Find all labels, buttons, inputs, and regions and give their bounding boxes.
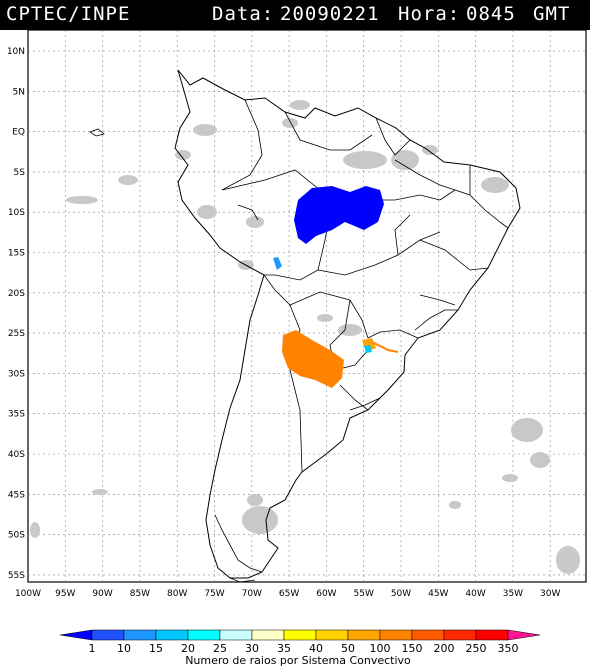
legend-value: 25: [213, 642, 227, 655]
lon-label: 70W: [242, 589, 262, 599]
convective-system-small-blue: [273, 257, 282, 270]
legend-value: 20: [181, 642, 195, 655]
lat-label: 50S: [8, 531, 25, 541]
lat-label: 15S: [8, 249, 25, 259]
legend-swatch: [411, 629, 445, 641]
legend-title: Numero de raios por Sistema Convectivo: [185, 654, 411, 667]
legend-value: 1: [89, 642, 96, 655]
legend-swatch: [507, 629, 541, 641]
hour-value: 0845: [466, 3, 516, 25]
legend-swatch: [283, 629, 317, 641]
legend-value: 250: [466, 642, 487, 655]
legend-swatch: [123, 629, 157, 641]
legend-value: 40: [309, 642, 323, 655]
lat-label: 25S: [8, 329, 25, 339]
legend-swatch: [59, 629, 93, 641]
lon-label: 75W: [204, 589, 224, 599]
lon-label: 55W: [354, 589, 374, 599]
hour-label: Hora:: [398, 3, 461, 25]
lon-label: 35W: [503, 589, 523, 599]
legend-value: 100: [370, 642, 391, 655]
legend-swatch: [155, 629, 189, 641]
lat-label: 30S: [8, 369, 25, 379]
title-bar: CPTEC/INPE Data: 20090221 Hora: 0845 GMT: [0, 0, 590, 30]
legend-value: 10: [117, 642, 131, 655]
lat-label: 55S: [8, 571, 25, 581]
lat-label: 35S: [8, 410, 25, 420]
axis-labels: 10N 5N EQ 5S 10S 15S 20S 25S 30S 35S 40S 45S 50S 55S 1…: [7, 47, 561, 599]
lon-label: 30W: [540, 589, 560, 599]
lat-label: 20S: [8, 289, 25, 299]
convective-system-cyan: [364, 345, 372, 353]
legend-value-labels: 1 10 15 20 25 30 35 40 50 100 150 200 250 350: [89, 642, 519, 655]
lat-label: EQ: [12, 128, 25, 138]
lon-label: 45W: [428, 589, 448, 599]
legend-value: 30: [245, 642, 259, 655]
timezone-label: GMT: [533, 3, 571, 25]
legend-swatch: [379, 629, 413, 641]
lon-label: 80W: [167, 589, 187, 599]
lon-label: 40W: [465, 589, 485, 599]
legend-value: 150: [402, 642, 423, 655]
legend-value: 15: [149, 642, 163, 655]
source-label: CPTEC/INPE: [6, 3, 131, 25]
legend-swatch: [91, 629, 125, 641]
lat-label: 45S: [8, 490, 25, 500]
convective-system-blue: [294, 186, 384, 244]
lon-label: 50W: [391, 589, 411, 599]
lat-label: 5S: [14, 168, 26, 178]
legend-value: 350: [498, 642, 519, 655]
legend-swatch: [475, 629, 509, 641]
lon-label: 85W: [130, 589, 150, 599]
date-value: 20090221: [280, 3, 380, 25]
graticule: [28, 30, 586, 582]
lon-label: 65W: [279, 589, 299, 599]
lat-label: 5N: [13, 87, 25, 97]
map-frame: [27, 29, 587, 583]
lat-label: 40S: [8, 450, 25, 460]
lon-label: 60W: [316, 589, 336, 599]
legend-swatch: [315, 629, 349, 641]
legend-value: 35: [277, 642, 291, 655]
legend-swatch: [219, 629, 253, 641]
lat-label: 10N: [7, 47, 25, 57]
lon-label: 95W: [55, 589, 75, 599]
lat-label: 10S: [8, 208, 25, 218]
legend-value: 200: [434, 642, 455, 655]
color-legend: [59, 629, 541, 641]
legend-swatch: [443, 629, 477, 641]
lon-label: 100W: [15, 589, 41, 599]
lon-label: 90W: [92, 589, 112, 599]
date-label: Data:: [212, 3, 275, 25]
convective-system-line: [371, 341, 399, 353]
islands: [89, 128, 381, 583]
convective-system-orange: [282, 330, 344, 388]
legend-value: 50: [341, 642, 355, 655]
legend-swatch: [347, 629, 381, 641]
legend-swatch: [187, 629, 221, 641]
legend-swatch: [251, 629, 285, 641]
